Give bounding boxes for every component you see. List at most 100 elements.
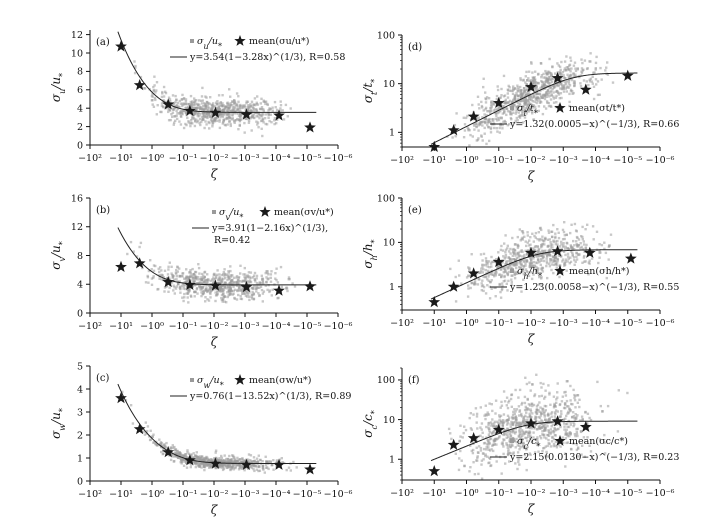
scatter-point xyxy=(511,417,515,420)
scatter-point xyxy=(507,259,511,263)
scatter-point xyxy=(548,75,551,79)
scatter-point xyxy=(549,98,553,101)
scatter-point xyxy=(185,281,188,284)
scatter-point xyxy=(202,282,206,285)
mean-star xyxy=(209,279,222,291)
scatter-point xyxy=(509,435,512,438)
scatter-point xyxy=(495,114,498,118)
scatter-point xyxy=(239,117,242,121)
x-tick-label: −10⁻² xyxy=(200,321,229,332)
scatter-point xyxy=(555,446,559,449)
scatter-point xyxy=(252,113,256,116)
scatter-point xyxy=(594,67,597,70)
scatter-point xyxy=(463,129,467,132)
scatter-point xyxy=(211,119,214,122)
scatter-point xyxy=(563,425,566,428)
scatter-point xyxy=(163,286,167,289)
scatter-point xyxy=(536,268,540,271)
scatter-point xyxy=(192,452,195,455)
scatter-point xyxy=(248,279,252,282)
scatter-point xyxy=(567,410,570,413)
scatter-point xyxy=(513,277,517,280)
scatter-point xyxy=(273,100,277,104)
scatter-point xyxy=(519,266,522,269)
scatter-point xyxy=(556,71,559,74)
scatter-point xyxy=(585,422,589,425)
scatter-point xyxy=(515,110,518,113)
scatter-point xyxy=(557,64,560,67)
scatter-point xyxy=(228,278,232,281)
scatter-point xyxy=(572,247,576,251)
scatter-point xyxy=(199,457,202,460)
legend: σh/h* mean(σh/h*)y=1.23(0.0058−x)^(−1/3),… xyxy=(490,265,679,293)
scatter-point xyxy=(215,273,219,276)
x-tick-label: −10⁰ xyxy=(455,155,479,166)
scatter-point xyxy=(556,396,559,399)
scatter-point xyxy=(476,427,479,430)
scatter-point xyxy=(172,123,175,126)
scatter-point xyxy=(195,451,198,454)
scatter-point xyxy=(500,404,504,407)
scatter-point xyxy=(467,266,470,269)
scatter-point xyxy=(573,75,577,78)
scatter-point xyxy=(529,102,533,106)
scatter-point xyxy=(518,463,521,466)
scatter-point xyxy=(506,406,510,410)
scatter-point xyxy=(200,276,203,279)
scatter-point xyxy=(250,129,253,132)
scatter-point xyxy=(548,431,551,435)
scatter-point xyxy=(178,451,181,454)
scatter-point xyxy=(246,108,249,111)
scatter-point xyxy=(206,105,210,108)
scatter-point xyxy=(262,290,266,293)
scatter-point xyxy=(551,436,554,439)
scatter-point xyxy=(193,112,196,115)
scatter-point xyxy=(491,432,494,435)
scatter-point xyxy=(542,72,545,76)
scatter-point xyxy=(567,75,570,78)
scatter-point xyxy=(488,429,491,432)
scatter-point xyxy=(208,291,212,294)
scatter-point xyxy=(526,241,529,244)
scatter-point xyxy=(481,452,485,455)
scatter-point xyxy=(477,445,481,448)
scatter-point xyxy=(237,275,241,279)
scatter-point xyxy=(272,459,275,462)
scatter-point xyxy=(513,412,516,416)
scatter-point xyxy=(255,109,259,113)
scatter-point xyxy=(552,95,555,98)
scatter-point xyxy=(485,443,489,446)
scatter-point xyxy=(537,81,540,85)
scatter-point xyxy=(224,462,227,465)
scatter-point xyxy=(224,273,227,276)
x-tick-label: −10⁻² xyxy=(200,489,229,500)
scatter-point xyxy=(199,287,202,290)
scatter-point xyxy=(155,442,158,446)
scatter-point xyxy=(536,438,539,441)
scatter-point xyxy=(231,293,234,296)
scatter-point xyxy=(540,94,543,97)
scatter-point xyxy=(254,464,258,468)
scatter-point xyxy=(472,461,475,464)
scatter-point xyxy=(171,455,174,458)
legend-mean-star xyxy=(554,102,566,113)
scatter-point xyxy=(222,293,225,296)
scatter-point xyxy=(232,108,235,111)
scatter-point xyxy=(265,281,268,284)
fit-curve xyxy=(430,249,638,300)
scatter-point xyxy=(545,422,549,425)
scatter-point xyxy=(497,111,501,114)
scatter-point xyxy=(535,101,538,105)
scatter-point xyxy=(165,284,168,288)
scatter-point xyxy=(204,296,207,299)
scatter-point xyxy=(496,117,500,120)
scatter-point xyxy=(515,252,518,255)
scatter-point xyxy=(176,266,179,269)
scatter-point xyxy=(204,120,207,123)
scatter-point xyxy=(564,437,567,440)
scatter-point xyxy=(538,237,542,241)
scatter-point xyxy=(487,413,491,416)
scatter-point xyxy=(527,403,531,406)
scatter-point xyxy=(228,293,232,296)
y-tick-label: 1 xyxy=(77,453,83,464)
